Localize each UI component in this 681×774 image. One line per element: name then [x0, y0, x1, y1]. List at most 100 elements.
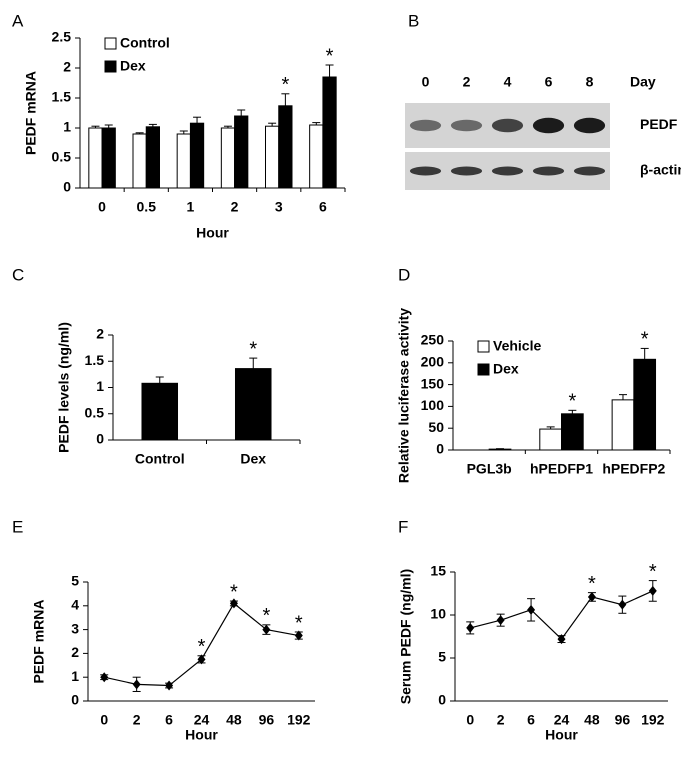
y-tick-label: 15 — [430, 563, 446, 579]
y-tick-label: 4 — [71, 597, 79, 613]
blot-band — [532, 166, 565, 176]
blot-band — [409, 166, 442, 176]
x-axis-label: Hour — [545, 727, 578, 743]
y-axis-label: PEDF mRNA — [31, 599, 47, 683]
panel-letter: E — [12, 517, 23, 536]
x-tick-label: 1 — [187, 199, 195, 215]
x-tick-label: 0.5 — [137, 199, 157, 215]
lane-label: 2 — [463, 74, 471, 90]
blot-band — [532, 117, 565, 134]
significance: * — [649, 561, 657, 583]
lane-label: 8 — [586, 74, 594, 90]
bar — [176, 133, 191, 189]
blot-band — [450, 166, 483, 176]
x-tick-label: 24 — [554, 712, 570, 728]
blot-band — [491, 118, 524, 133]
legend-swatch — [477, 340, 490, 353]
legend-label: Control — [120, 35, 170, 51]
y-tick-label: 100 — [421, 397, 445, 413]
significance: * — [295, 612, 303, 634]
y-tick-label: 150 — [421, 375, 445, 391]
lane-unit: Day — [630, 74, 656, 90]
y-tick-label: 1 — [96, 378, 104, 394]
y-axis-label: Serum PEDF (ng/ml) — [398, 569, 414, 704]
x-tick-label: Dex — [240, 451, 266, 467]
x-tick-label: 2 — [497, 712, 505, 728]
y-axis-label: PEDF levels (ng/ml) — [56, 322, 72, 453]
marker — [557, 634, 566, 645]
legend-swatch — [477, 363, 490, 376]
bar — [141, 382, 179, 441]
significance: * — [198, 636, 206, 658]
x-tick-label: 96 — [615, 712, 631, 728]
y-tick-label: 0.5 — [85, 404, 105, 420]
blot-band — [409, 119, 442, 132]
marker — [294, 630, 303, 641]
bar — [265, 125, 280, 189]
bar — [145, 126, 160, 189]
x-tick-label: 0 — [100, 712, 108, 728]
x-tick-label: 192 — [641, 712, 665, 728]
marker — [197, 654, 206, 665]
x-axis-label: Hour — [185, 727, 218, 743]
marker — [100, 672, 109, 683]
panel-letter: C — [12, 265, 24, 284]
legend-label: Dex — [120, 58, 146, 74]
significance: * — [568, 391, 576, 413]
lane-label: 6 — [545, 74, 553, 90]
x-tick-label: Control — [135, 451, 185, 467]
line — [470, 590, 654, 640]
y-tick-label: 0 — [63, 179, 71, 195]
x-axis-label: Hour — [196, 225, 229, 241]
bar — [234, 368, 272, 441]
panel-letter: F — [398, 517, 408, 536]
significance: * — [281, 74, 289, 96]
x-tick-label: 2 — [231, 199, 239, 215]
bar — [539, 428, 562, 451]
bar — [220, 127, 236, 189]
bar — [132, 133, 147, 189]
x-tick-label: 0 — [466, 712, 474, 728]
x-tick-label: 6 — [319, 199, 327, 215]
bar — [189, 122, 205, 189]
x-tick-label: hPEDFP2 — [602, 461, 665, 477]
x-tick-label: 0 — [98, 199, 106, 215]
significance: * — [262, 605, 270, 627]
y-tick-label: 3 — [71, 620, 79, 636]
panel-letter: B — [408, 11, 419, 30]
bar — [88, 127, 103, 189]
x-tick-label: 6 — [527, 712, 535, 728]
legend-swatch — [104, 60, 117, 73]
y-tick-label: 2 — [63, 59, 71, 75]
row-label: β-actin — [640, 162, 681, 178]
legend-label: Vehicle — [493, 338, 541, 354]
legend-label: Dex — [493, 361, 519, 377]
marker — [466, 622, 475, 633]
y-tick-label: 0 — [438, 692, 446, 708]
y-tick-label: 5 — [71, 573, 79, 589]
y-tick-label: 0.5 — [52, 149, 72, 165]
lane-label: 0 — [422, 74, 430, 90]
significance: * — [641, 329, 649, 351]
marker — [527, 604, 536, 615]
row-label: PEDF — [640, 116, 678, 132]
marker — [587, 591, 596, 602]
blot-band — [450, 119, 483, 132]
x-tick-label: 96 — [259, 712, 275, 728]
panel-letter: A — [12, 11, 24, 30]
y-tick-label: 250 — [421, 332, 445, 348]
bar — [101, 127, 116, 189]
panel-letter: D — [398, 265, 410, 284]
marker — [618, 599, 627, 610]
x-tick-label: 48 — [584, 712, 600, 728]
blot-band — [491, 166, 524, 176]
y-tick-label: 1 — [71, 668, 79, 684]
x-tick-label: 48 — [226, 712, 242, 728]
y-tick-label: 0 — [436, 441, 444, 457]
bar — [278, 105, 293, 189]
y-tick-label: 1.5 — [85, 352, 105, 368]
bar — [611, 399, 635, 451]
x-tick-label: hPEDFP1 — [530, 461, 593, 477]
y-axis-label: Relative luciferase activity — [396, 308, 412, 483]
y-tick-label: 10 — [430, 606, 446, 622]
